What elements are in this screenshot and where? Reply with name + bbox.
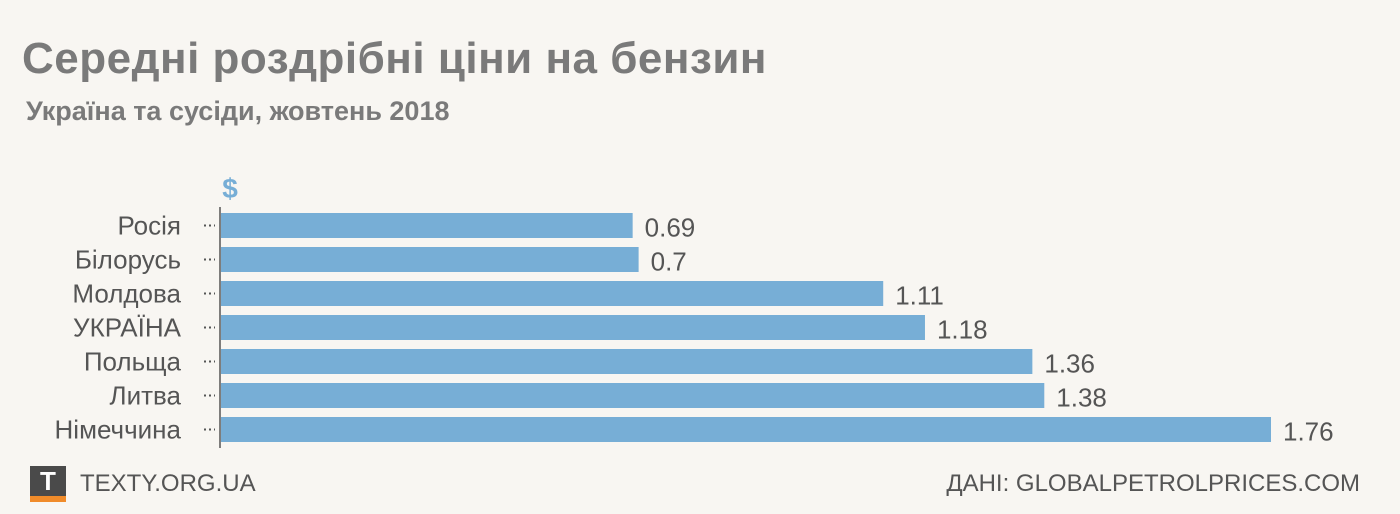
bar (221, 213, 633, 238)
chart-subtitle: Україна та сусіди, жовтень 2018 (26, 96, 450, 126)
category-label: Литва (110, 381, 182, 411)
texty-logo: T (30, 466, 66, 502)
category-label: УКРАЇНА (73, 313, 182, 343)
value-label: 1.76 (1283, 417, 1334, 447)
chart-title: Середні роздрібні ціни на бензин (22, 34, 767, 83)
axis-unit-label: $ (222, 173, 238, 204)
logo-letter: T (40, 466, 56, 496)
category-label: Молдова (72, 279, 181, 309)
bar (221, 247, 639, 272)
bar (221, 417, 1271, 442)
bar-chart: $ Росія 0.69 Білорусь 0.7 Молдова 1.11 УКРАЇНА 1… (55, 173, 1334, 448)
value-label: 1.36 (1044, 349, 1095, 379)
bar (221, 315, 925, 340)
value-label: 1.38 (1056, 383, 1107, 413)
category-label: Німеччина (55, 415, 182, 445)
category-label: Росія (117, 211, 181, 241)
value-label: 0.7 (651, 247, 687, 277)
category-label: Польща (84, 347, 182, 377)
bar (221, 383, 1045, 408)
bar (221, 281, 884, 306)
site-name: TEXTY.ORG.UA (80, 470, 256, 497)
bar (221, 349, 1033, 374)
category-label: Білорусь (75, 245, 181, 275)
value-label: 1.11 (895, 281, 944, 311)
logo-stripe (30, 496, 66, 502)
value-label: 1.18 (937, 315, 988, 345)
data-source: ДАНІ: GLOBALPETROLPRICES.COM (946, 470, 1360, 497)
value-label: 0.69 (645, 213, 696, 243)
